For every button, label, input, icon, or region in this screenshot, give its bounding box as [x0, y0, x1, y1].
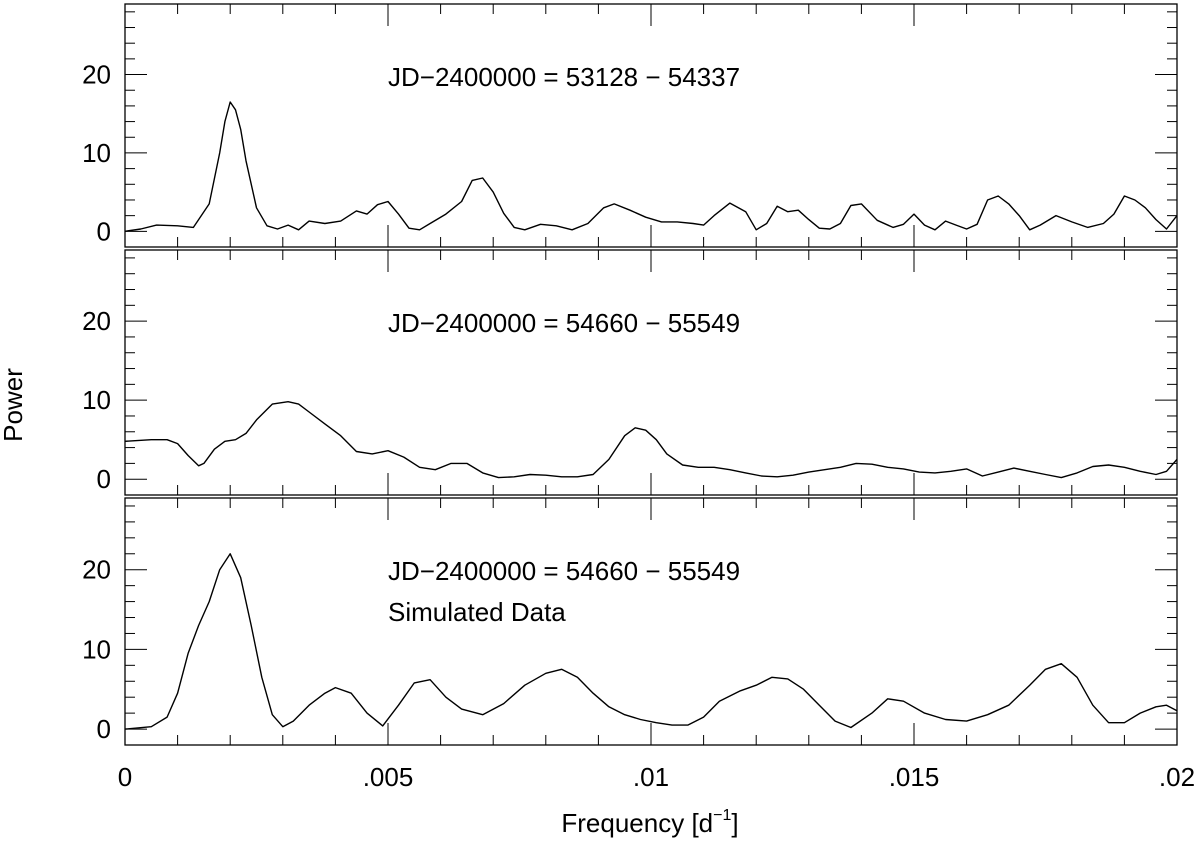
y-tick-label: 0	[97, 714, 111, 744]
series-line	[124, 101, 1178, 232]
panel-annotation: JD−2400000 = 54660 − 55549	[388, 308, 740, 338]
y-tick-label: 10	[82, 138, 111, 168]
series-line	[124, 553, 1178, 730]
x-tick-label: .02	[1159, 762, 1195, 792]
y-tick-label: 0	[97, 216, 111, 246]
series-line	[124, 401, 1178, 479]
y-tick-label: 10	[82, 385, 111, 415]
panel-1: 0 10 20 JD−2400000 = 53128 − 54337	[82, 3, 1178, 248]
x-axis-label: Frequency [d−1]	[561, 807, 738, 838]
panels-group: 0 10 20 JD−2400000 = 53128 − 54337 0 10 20 JD−2…	[82, 3, 1178, 746]
panel-frame	[124, 3, 1178, 248]
x-tick-label: 0	[118, 762, 132, 792]
panel-frame	[124, 249, 1178, 496]
panel-annotation: Simulated Data	[388, 597, 566, 627]
x-axis-label-main: Frequency [d	[561, 808, 713, 838]
x-tick-label: .01	[633, 762, 669, 792]
x-tick-label: .005	[363, 762, 414, 792]
y-tick-label: 20	[82, 306, 111, 336]
x-tick-labels: 0 .005 .01 .015 .02	[118, 762, 1195, 792]
y-tick-label: 10	[82, 634, 111, 664]
panel-annotation: JD−2400000 = 54660 − 55549	[388, 556, 740, 586]
panel-2: 0 10 20 JD−2400000 = 54660 − 55549	[82, 249, 1178, 496]
y-tick-label: 20	[82, 60, 111, 90]
y-axis-label: Power	[0, 368, 28, 442]
x-tick-label: .015	[889, 762, 940, 792]
panel-frame	[124, 497, 1178, 746]
x-axis-label-close: ]	[731, 808, 738, 838]
x-axis-label-sup: −1	[713, 807, 731, 824]
y-tick-label: 20	[82, 555, 111, 585]
panel-annotation: JD−2400000 = 53128 − 54337	[388, 62, 740, 92]
panel-3: 0 10 20 JD−2400000 = 54660 − 55549 Simulated…	[82, 497, 1178, 746]
y-tick-label: 0	[97, 464, 111, 494]
